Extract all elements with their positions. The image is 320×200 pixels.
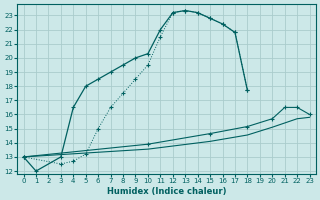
X-axis label: Humidex (Indice chaleur): Humidex (Indice chaleur) (107, 187, 226, 196)
